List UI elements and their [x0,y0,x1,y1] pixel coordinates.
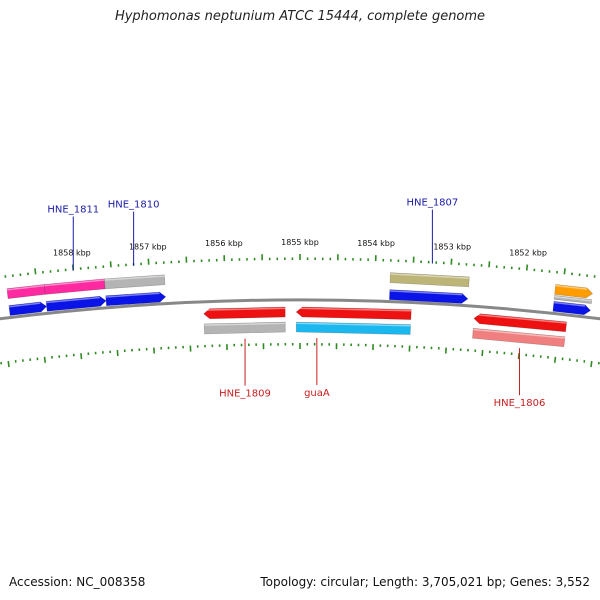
feature-highlight [105,292,160,298]
tick-mark-inner [43,356,47,363]
scale-label: 1853 kbp [433,243,471,252]
gene-feature[interactable] [103,274,166,290]
feature-highlight [296,322,411,327]
gene-feature[interactable] [295,306,412,320]
feature-highlight [204,322,286,326]
feature-highlight [46,296,100,304]
gene-feature[interactable] [553,295,593,304]
feature-highlight [554,295,592,302]
tick-mark-outer [525,264,529,271]
feature-highlight [6,284,45,291]
tick-mark-outer [34,268,37,275]
feature-highlight [8,302,41,308]
gene-feature[interactable] [203,321,286,335]
gene-feature[interactable] [552,301,591,316]
gene-feature[interactable] [389,289,469,304]
tick-mark-inner [517,353,520,360]
gene-feature[interactable] [8,301,48,316]
scale-label: 1857 kbp [129,243,167,252]
tick-mark-inner [80,353,83,360]
gene-feature[interactable] [473,313,568,333]
gene-feature[interactable] [43,278,106,295]
feature-highlight [203,307,286,311]
gene-feature[interactable] [389,272,470,288]
scale-label: 1858 kbp [53,249,91,258]
tick-mark-inner [590,360,593,368]
feature-highlight [474,313,567,324]
scale-label: 1854 kbp [357,239,395,248]
map-title: Hyphomonas neptunium ATCC 15444, complet… [114,9,486,24]
feature-highlight [555,284,588,290]
gene-label[interactable]: HNE_1807 [407,198,459,209]
gene-feature[interactable] [203,306,286,320]
scale-label: 1852 kbp [509,249,547,258]
scale-label: 1856 kbp [205,239,243,248]
scale-label: 1855 kbp [281,238,319,247]
feature-highlight [390,273,470,279]
gene-labels: HNE_1811 HNE_1810 HNE_1807 HNE_1809 guaA HNE_… [47,198,545,410]
feature-tracks [6,272,594,348]
gene-feature[interactable] [45,295,107,312]
gene-label[interactable]: HNE_1809 [219,389,271,400]
feature-highlight [389,290,463,296]
feature-highlight [553,301,586,307]
feature-highlight [44,279,105,287]
ticks-outer [4,254,596,278]
gene-feature[interactable] [472,327,566,348]
tick-mark-inner [553,356,557,363]
gene-feature[interactable] [296,321,411,335]
genome-backbone [0,298,600,321]
ticks-inner [0,343,600,368]
tick-mark-outer [563,268,566,275]
gene-label[interactable]: HNE_1810 [108,200,160,211]
tick-mark-inner [7,360,10,368]
genome-summary: Topology: circular; Length: 3,705,021 bp… [260,575,590,589]
gene-feature[interactable] [554,284,594,299]
scale-labels: 1858 kbp 1857 kbp 1856 kbp 1855 kbp 1854 kbp… [53,238,547,258]
gene-label[interactable]: HNE_1811 [47,205,99,216]
feature-highlight [473,328,565,339]
gene-feature[interactable] [105,291,167,307]
gene-label[interactable]: HNE_1806 [494,398,546,409]
feature-highlight [104,275,165,281]
feature-highlight [296,307,412,312]
gene-label[interactable]: guaA [304,388,330,399]
accession-text: Accession: NC_008358 [9,575,146,589]
